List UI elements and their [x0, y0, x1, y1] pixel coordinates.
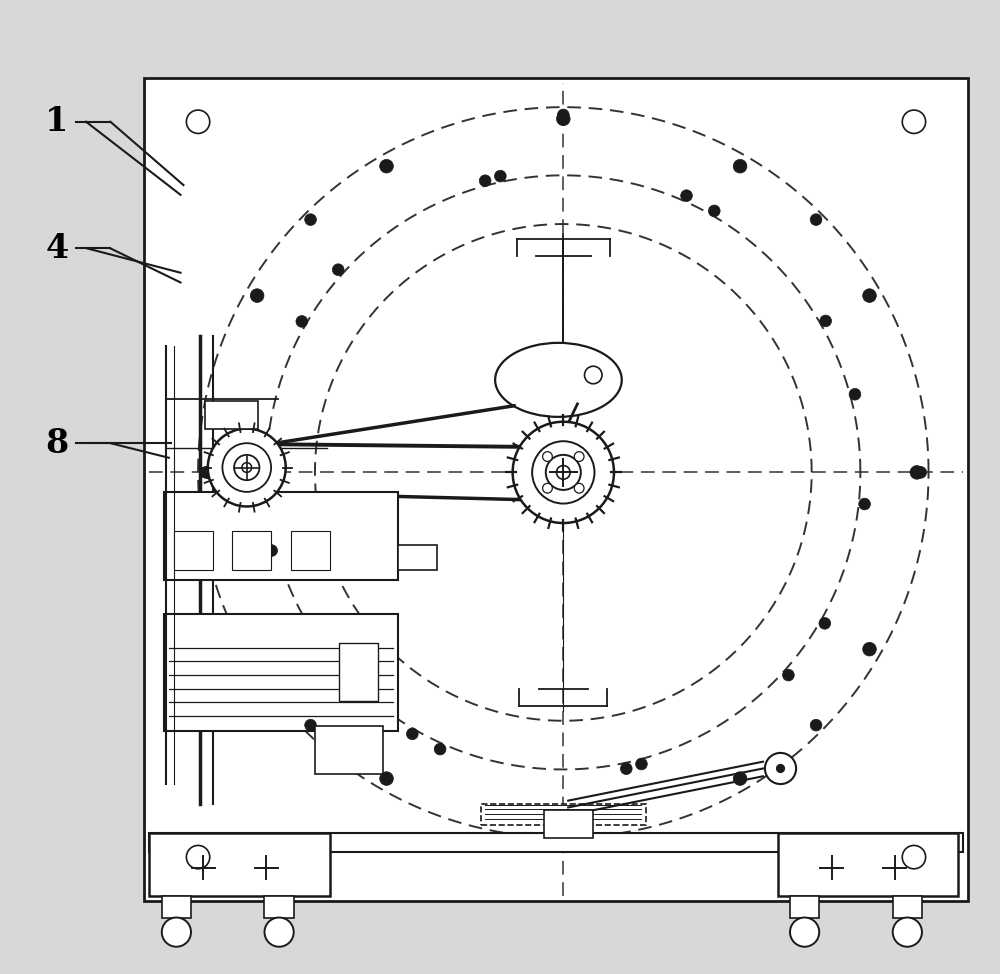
Circle shape: [250, 288, 264, 302]
Circle shape: [733, 160, 747, 173]
Circle shape: [556, 819, 570, 833]
Polygon shape: [144, 78, 968, 901]
Circle shape: [543, 483, 552, 493]
Circle shape: [406, 728, 418, 739]
Circle shape: [790, 918, 819, 947]
Bar: [544, 810, 593, 838]
Circle shape: [380, 160, 393, 173]
Circle shape: [250, 642, 264, 656]
Circle shape: [380, 771, 393, 785]
Circle shape: [863, 643, 876, 656]
Circle shape: [777, 765, 784, 772]
Circle shape: [636, 758, 647, 769]
Circle shape: [200, 467, 212, 478]
Circle shape: [556, 466, 570, 479]
Bar: [164, 492, 398, 580]
Bar: [264, 896, 294, 918]
Circle shape: [902, 110, 926, 133]
Circle shape: [162, 918, 191, 947]
Circle shape: [620, 763, 632, 774]
Circle shape: [242, 463, 252, 472]
Circle shape: [434, 743, 446, 755]
Bar: [790, 896, 819, 918]
Circle shape: [208, 429, 286, 506]
Circle shape: [810, 213, 822, 225]
Bar: [205, 401, 258, 429]
Circle shape: [532, 441, 594, 504]
Circle shape: [574, 452, 584, 462]
Circle shape: [295, 618, 307, 629]
Circle shape: [479, 175, 491, 187]
Bar: [149, 833, 330, 896]
Circle shape: [557, 109, 569, 121]
Circle shape: [820, 315, 831, 327]
Circle shape: [222, 443, 271, 492]
Circle shape: [186, 845, 210, 869]
Circle shape: [557, 824, 569, 836]
Circle shape: [494, 170, 506, 182]
Circle shape: [810, 720, 822, 731]
Bar: [893, 896, 922, 918]
Circle shape: [543, 452, 552, 462]
Circle shape: [765, 753, 796, 784]
Circle shape: [863, 288, 876, 303]
Circle shape: [849, 389, 861, 400]
Circle shape: [859, 499, 870, 510]
Circle shape: [256, 434, 268, 446]
Circle shape: [186, 110, 210, 133]
Bar: [149, 833, 963, 852]
Circle shape: [733, 771, 747, 785]
Circle shape: [305, 213, 316, 225]
Bar: [232, 531, 271, 570]
Circle shape: [783, 669, 794, 681]
Circle shape: [264, 918, 294, 947]
Circle shape: [584, 366, 602, 384]
Circle shape: [910, 466, 924, 479]
Ellipse shape: [495, 343, 622, 417]
Circle shape: [708, 206, 720, 217]
Circle shape: [681, 190, 692, 202]
Circle shape: [203, 466, 217, 479]
Bar: [339, 643, 378, 701]
Bar: [174, 531, 213, 570]
Bar: [164, 614, 398, 730]
Text: 1: 1: [45, 105, 69, 138]
Circle shape: [266, 544, 278, 556]
Circle shape: [305, 720, 316, 731]
Circle shape: [902, 845, 926, 869]
Bar: [291, 531, 330, 570]
Bar: [778, 833, 958, 896]
Circle shape: [556, 112, 570, 126]
Circle shape: [915, 467, 927, 478]
Circle shape: [893, 918, 922, 947]
Bar: [481, 804, 646, 825]
Circle shape: [234, 455, 259, 480]
Bar: [398, 545, 437, 570]
Circle shape: [332, 264, 344, 276]
Circle shape: [296, 316, 308, 327]
Circle shape: [574, 483, 584, 493]
Bar: [162, 896, 191, 918]
Circle shape: [513, 422, 614, 523]
Bar: [315, 726, 383, 774]
Text: 4: 4: [45, 232, 68, 265]
Text: 8: 8: [45, 427, 68, 460]
Circle shape: [819, 618, 831, 629]
Circle shape: [546, 455, 581, 490]
